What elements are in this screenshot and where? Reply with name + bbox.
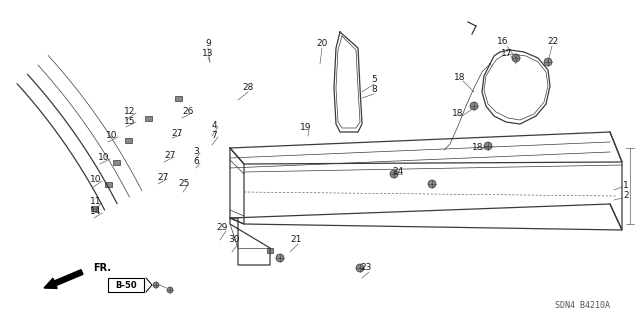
Text: 3: 3 (193, 148, 199, 156)
Circle shape (390, 170, 398, 178)
Text: 1: 1 (623, 180, 629, 189)
Text: SDN4 B4210A: SDN4 B4210A (555, 300, 610, 309)
Text: 18: 18 (454, 74, 466, 83)
Text: 4: 4 (211, 122, 217, 131)
Text: 30: 30 (228, 236, 240, 244)
Text: 2: 2 (623, 191, 629, 201)
Text: 20: 20 (316, 39, 328, 49)
Text: 5: 5 (371, 76, 377, 84)
Text: 16: 16 (497, 37, 509, 46)
Bar (267, 247, 273, 252)
Bar (175, 95, 182, 100)
Text: 6: 6 (193, 157, 199, 166)
Text: FR.: FR. (93, 263, 111, 273)
Circle shape (153, 282, 159, 288)
Text: 11: 11 (90, 197, 102, 206)
Text: 23: 23 (360, 263, 372, 273)
Bar (90, 205, 97, 211)
Circle shape (167, 287, 173, 293)
Text: 18: 18 (472, 143, 484, 153)
Text: 10: 10 (90, 175, 102, 185)
Text: B-50: B-50 (115, 281, 137, 290)
Text: 27: 27 (164, 151, 176, 161)
Circle shape (512, 54, 520, 62)
Circle shape (470, 102, 478, 110)
Text: 26: 26 (182, 108, 194, 116)
Text: 17: 17 (501, 50, 513, 59)
Bar (145, 116, 152, 121)
FancyArrow shape (44, 270, 83, 288)
Circle shape (276, 254, 284, 262)
Text: 10: 10 (106, 132, 118, 140)
Circle shape (356, 264, 364, 272)
Text: 12: 12 (124, 108, 136, 116)
Text: 14: 14 (90, 207, 102, 217)
Text: 13: 13 (202, 49, 214, 58)
Text: 21: 21 (291, 236, 301, 244)
Text: 9: 9 (205, 39, 211, 49)
Text: 25: 25 (179, 180, 189, 188)
Bar (113, 159, 120, 164)
Text: 22: 22 (547, 37, 559, 46)
Text: 10: 10 (99, 154, 109, 163)
Bar (125, 138, 131, 142)
Circle shape (428, 180, 436, 188)
Text: 18: 18 (452, 109, 464, 118)
Bar (104, 181, 111, 187)
Text: 27: 27 (172, 130, 182, 139)
Text: 28: 28 (243, 84, 253, 92)
Bar (108, 278, 144, 292)
Text: 29: 29 (216, 223, 228, 233)
Text: 15: 15 (124, 116, 136, 125)
Circle shape (484, 142, 492, 150)
Text: 8: 8 (371, 85, 377, 94)
Circle shape (544, 58, 552, 66)
Text: 19: 19 (300, 124, 312, 132)
Text: 27: 27 (157, 173, 169, 182)
Text: 24: 24 (392, 167, 404, 177)
Text: 7: 7 (211, 132, 217, 140)
